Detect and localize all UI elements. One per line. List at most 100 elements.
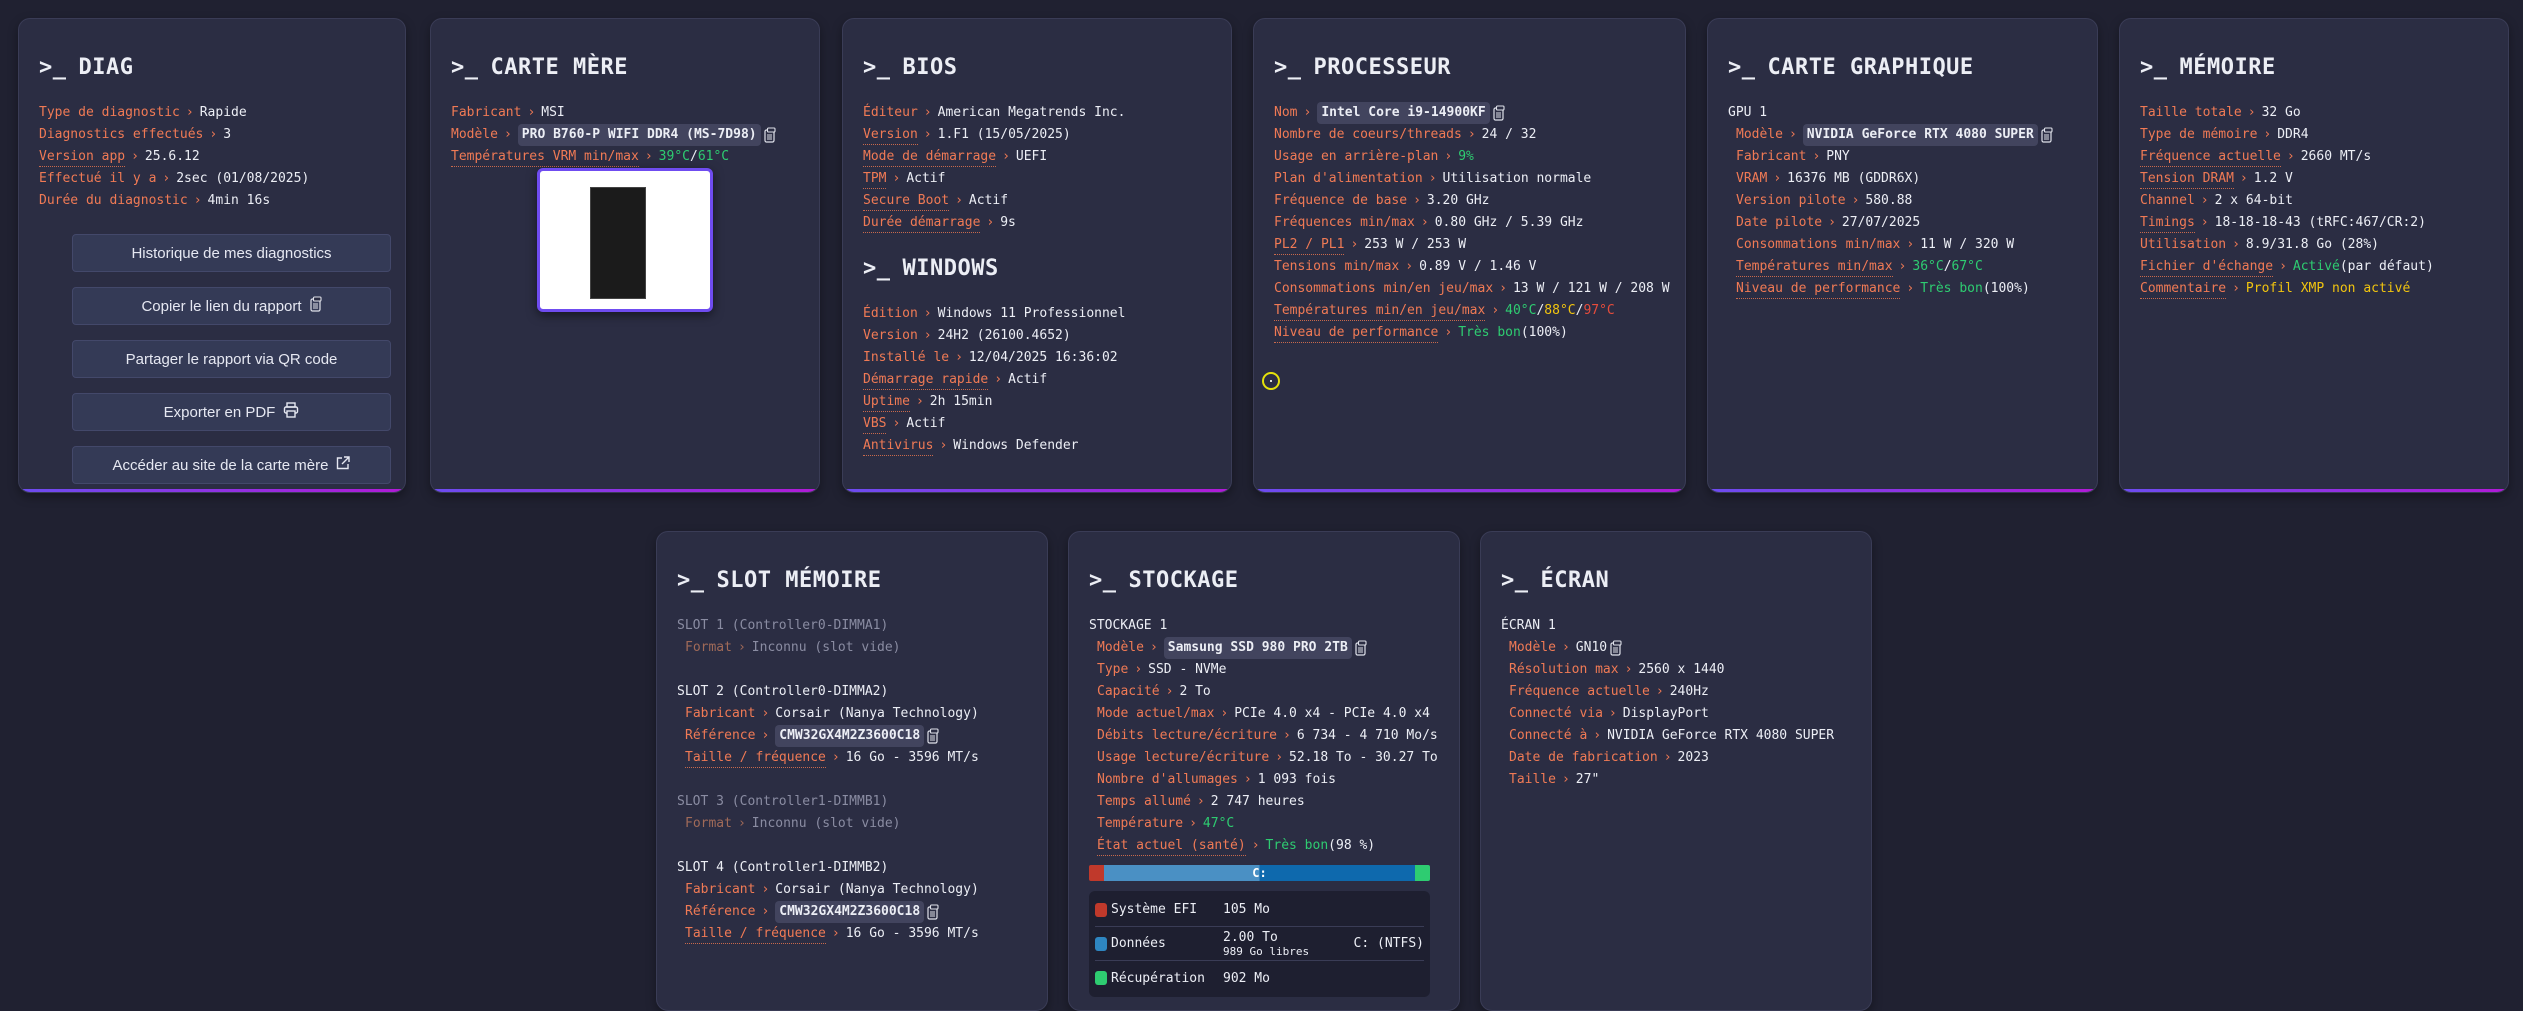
- row-label[interactable]: Fichier d'échange: [2140, 258, 2274, 277]
- diag-card: >_ DIAG Type de diagnostic › Rapide Diagnosti…: [18, 18, 406, 493]
- row-label[interactable]: Secure Boot: [863, 192, 950, 211]
- chevron-separator-icon: ›: [892, 171, 901, 186]
- row-label[interactable]: Températures min/en jeu/max: [1274, 302, 1486, 321]
- diag-action-button[interactable]: Accéder au site de la carte mère: [72, 446, 391, 484]
- row-label[interactable]: Version: [863, 126, 918, 145]
- diag-action-button[interactable]: Partager le rapport via QR code: [72, 340, 391, 378]
- row-value: 2sec (01/08/2025): [176, 171, 310, 186]
- info-row: Températures VRM min/max › 39°C / 61°C: [451, 146, 799, 168]
- row-value: 39°C: [658, 149, 690, 164]
- row-label: Date pilote: [1736, 215, 1823, 230]
- row-label[interactable]: Niveau de performance: [1274, 324, 1439, 343]
- terminal-prompt-icon: >_: [1728, 55, 1756, 80]
- chevron-separator-icon: ›: [1350, 237, 1359, 252]
- chevron-separator-icon: ›: [209, 127, 218, 142]
- section-title: >_ BIOS: [863, 55, 1211, 80]
- memory-card: >_ MÉMOIRE Taille totale › 32 Go Type de mémo…: [2119, 18, 2509, 493]
- terminal-prompt-icon: >_: [451, 55, 479, 80]
- chevron-separator-icon: ›: [1773, 171, 1782, 186]
- row-label[interactable]: Antivirus: [863, 437, 934, 456]
- copy-icon[interactable]: [927, 728, 939, 744]
- info-row: Version › 24H2 (26100.4652): [863, 325, 1211, 347]
- row-label[interactable]: PL2 / PL1: [1274, 236, 1345, 255]
- info-group: SLOT 4 (Controller1-DIMMB2) Fabricant › Cor…: [677, 857, 1027, 945]
- row-value: 27/07/2025: [1841, 215, 1921, 230]
- chevron-separator-icon: ›: [1196, 794, 1205, 809]
- row-label[interactable]: Timings: [2140, 214, 2195, 233]
- partition-segment[interactable]: [1089, 865, 1105, 881]
- info-row: Connecté via › DisplayPort: [1501, 703, 1851, 725]
- info-row: Tension DRAM › 1.2 V: [2140, 168, 2488, 190]
- info-row: Utilisation › 8.9/31.8 Go (28%): [2140, 234, 2488, 256]
- copyable-value[interactable]: Samsung SSD 980 PRO 2TB: [1163, 637, 1352, 659]
- row-label: Taille totale: [2140, 105, 2242, 120]
- row-label: Fabricant: [1736, 149, 1807, 164]
- row-label[interactable]: Taille / fréquence: [685, 749, 826, 768]
- copy-icon[interactable]: [1493, 105, 1505, 121]
- info-row: Fabricant › PNY: [1728, 146, 2077, 168]
- row-label[interactable]: Taille / fréquence: [685, 925, 826, 944]
- terminal-prompt-icon: >_: [1089, 568, 1117, 593]
- copyable-value[interactable]: CMW32GX4M2Z3600C18: [775, 901, 925, 923]
- row-label: Nombre d'allumages: [1097, 772, 1238, 787]
- motherboard-image[interactable]: [537, 168, 713, 312]
- copy-icon[interactable]: [1355, 640, 1367, 656]
- row-label: Fréquence actuelle: [1509, 684, 1650, 699]
- row-label[interactable]: Températures VRM min/max: [451, 148, 639, 167]
- chevron-separator-icon: ›: [162, 171, 171, 186]
- copy-icon[interactable]: [2041, 127, 2053, 143]
- copy-icon[interactable]: [764, 127, 776, 143]
- section-title-text: MÉMOIRE: [2179, 55, 2276, 80]
- chevron-separator-icon: ›: [1906, 237, 1915, 252]
- info-row: Date de fabrication › 2023: [1501, 747, 1851, 769]
- section-title: >_ CARTE MÈRE: [451, 55, 799, 80]
- copy-icon[interactable]: [927, 904, 939, 920]
- row-label[interactable]: Mode de démarrage: [863, 148, 997, 167]
- copyable-value[interactable]: CMW32GX4M2Z3600C18: [775, 725, 925, 747]
- row-label[interactable]: VBS: [863, 415, 887, 434]
- info-row: Version pilote › 580.88: [1728, 190, 2077, 212]
- diag-action-button[interactable]: Copier le lien du rapport: [72, 287, 391, 325]
- copyable-value[interactable]: NVIDIA GeForce RTX 4080 SUPER: [1802, 124, 2038, 146]
- info-group: Fabricant › MSI Modèle › PRO B760-P WIFI DDR4…: [451, 102, 799, 168]
- terminal-prompt-icon: >_: [39, 55, 67, 80]
- info-row: Commentaire › Profil XMP non activé: [2140, 278, 2488, 300]
- row-label[interactable]: Commentaire: [2140, 280, 2227, 299]
- section-title: >_ CARTE GRAPHIQUE: [1728, 55, 2077, 80]
- row-label[interactable]: Fréquence actuelle: [2140, 148, 2281, 167]
- row-label[interactable]: TPM: [863, 170, 887, 189]
- copy-icon[interactable]: [1610, 640, 1622, 656]
- info-row: Temps allumé › 2 747 heures: [1089, 791, 1439, 813]
- partition-table: Système EFI 105 Mo Données 2.00 To 989 Go li…: [1089, 891, 1430, 997]
- chevron-separator-icon: ›: [1608, 706, 1617, 721]
- row-label[interactable]: Niveau de performance: [1736, 280, 1901, 299]
- row-label[interactable]: Uptime: [863, 393, 910, 412]
- row-label: Connecté via: [1509, 706, 1603, 721]
- chevron-separator-icon: ›: [955, 350, 963, 365]
- partition-segment[interactable]: [1104, 865, 1415, 881]
- diag-action-button[interactable]: Historique de mes diagnostics: [72, 234, 391, 272]
- row-value: 16376 MB (GDDR6X): [1787, 171, 1921, 186]
- copyable-value[interactable]: Intel Core i9-14900KF: [1317, 102, 1490, 124]
- chevron-separator-icon: ›: [131, 149, 139, 164]
- row-label: Consommations min/max: [1736, 237, 1901, 252]
- row-label[interactable]: État actuel (santé): [1097, 837, 1246, 856]
- row-value: 27": [1575, 772, 1600, 787]
- diag-action-button[interactable]: Exporter en PDF: [72, 393, 391, 431]
- info-row: État actuel (santé) › Très bon (98 %): [1089, 835, 1439, 857]
- row-label[interactable]: Version app: [39, 148, 126, 167]
- info-row: VRAM › 16376 MB (GDDR6X): [1728, 168, 2077, 190]
- row-label[interactable]: Tension DRAM: [2140, 170, 2234, 189]
- info-group: Type de diagnostic › Rapide Diagnostics eff…: [39, 102, 385, 212]
- row-label[interactable]: Démarrage rapide: [863, 371, 989, 390]
- row-value: /: [1536, 303, 1545, 318]
- partition-segment[interactable]: [1414, 865, 1430, 881]
- row-label[interactable]: Températures min/max: [1736, 258, 1893, 277]
- row-value: Rapide: [199, 105, 247, 120]
- row-label: Version: [863, 328, 918, 343]
- chevron-separator-icon: ›: [1624, 662, 1633, 677]
- row-label[interactable]: Durée démarrage: [863, 214, 981, 233]
- printer-icon: [283, 402, 299, 422]
- row-label: Version pilote: [1736, 193, 1846, 208]
- copyable-value[interactable]: PRO B760-P WIFI DDR4 (MS-7D98): [517, 124, 761, 146]
